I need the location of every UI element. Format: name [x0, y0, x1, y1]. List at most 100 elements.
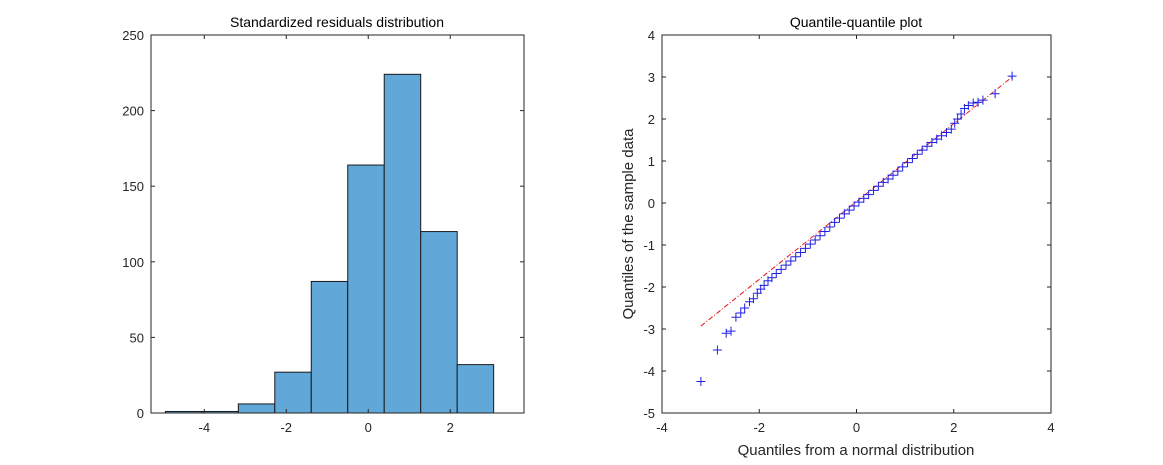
qq-point: [1007, 71, 1017, 81]
qq-point: [968, 98, 978, 108]
histogram-bars: [164, 73, 495, 414]
y-tick-label: 50: [130, 330, 144, 345]
qq-point: [990, 89, 1000, 99]
y-tick-label: 100: [122, 255, 144, 270]
y-tick-label: 2: [648, 112, 655, 127]
qq-point: [736, 308, 746, 318]
histogram-bar: [274, 371, 312, 414]
qq-point: [781, 260, 791, 270]
qq-point: [805, 239, 815, 249]
x-tick-label: -4: [199, 420, 211, 435]
qq-point: [922, 141, 932, 151]
qq-point: [820, 227, 830, 237]
x-tick-label: -4: [656, 420, 668, 435]
qq-point: [864, 190, 874, 200]
qq-point: [927, 138, 937, 148]
qq-point: [953, 114, 963, 124]
qq-point: [973, 97, 983, 107]
histogram-bar: [456, 364, 495, 414]
qq-point: [903, 158, 913, 168]
qq-point: [893, 166, 903, 176]
qq-point: [859, 193, 869, 203]
y-tick-label: -1: [643, 238, 655, 253]
histogram-bar: [237, 403, 276, 414]
qq-plot-area: [662, 35, 1051, 413]
qq-point: [978, 95, 988, 105]
histogram-title: Standardized residuals distribution: [230, 14, 444, 30]
qq-point: [740, 303, 750, 313]
qq-point: [825, 222, 835, 232]
qq-point: [907, 153, 917, 163]
x-tick-label: 2: [950, 420, 957, 435]
qq-point: [815, 231, 825, 241]
qq-x-ticks: -4 -2 0 2 4: [656, 35, 1055, 435]
y-tick-label: -3: [643, 322, 655, 337]
qq-point: [810, 235, 820, 245]
x-tick-label: 0: [365, 420, 372, 435]
x-tick-label: 4: [1047, 420, 1054, 435]
qq-point: [748, 294, 758, 304]
qq-point: [956, 109, 966, 119]
qq-point: [869, 185, 879, 195]
histogram-x-ticks: -4 -2 0 2: [199, 35, 454, 435]
qq-point: [830, 217, 840, 227]
qq-point: [849, 201, 859, 211]
qq-y-ticks: -5 -4 -3 -2 -1 0 1 2 3 4: [643, 28, 1051, 421]
y-tick-label: 200: [122, 104, 144, 119]
qq-title: Quantile-quantile plot: [790, 14, 922, 30]
qq-point: [776, 264, 786, 274]
qq-point: [767, 273, 777, 283]
qq-point: [696, 377, 706, 386]
y-tick-label: 3: [648, 70, 655, 85]
x-tick-label: -2: [753, 420, 765, 435]
qq-point: [898, 162, 908, 172]
qq-point: [800, 243, 810, 253]
qq-point: [873, 181, 883, 191]
qq-point: [839, 209, 849, 219]
histogram-bar: [383, 73, 422, 414]
qq-point: [771, 269, 781, 279]
qq-point: [834, 213, 844, 223]
qq-point: [963, 101, 973, 111]
qq-point: [932, 134, 942, 144]
x-tick-label: 2: [447, 420, 454, 435]
qq-point: [759, 280, 769, 290]
y-tick-label: 1: [648, 154, 655, 169]
qq-point: [917, 145, 927, 155]
y-tick-label: 4: [648, 28, 655, 43]
qq-point: [878, 177, 888, 187]
y-tick-label: -5: [643, 406, 655, 421]
y-tick-label: -4: [643, 364, 655, 379]
qq-point: [786, 256, 796, 266]
qq-point: [854, 197, 864, 207]
qq-point: [937, 131, 947, 141]
qq-point: [731, 312, 741, 322]
y-tick-label: 150: [122, 179, 144, 194]
y-tick-label: 0: [137, 406, 144, 421]
histogram-axes-box: [150, 34, 525, 414]
qq-point: [883, 174, 893, 184]
qq-point: [791, 252, 801, 262]
qq-point: [946, 124, 956, 134]
x-tick-label: 0: [853, 420, 860, 435]
x-tick-label: -2: [280, 420, 292, 435]
qq-points: [696, 71, 1017, 386]
qq-point: [796, 248, 806, 258]
y-tick-label: -2: [643, 280, 655, 295]
qq-y-axis-label: Quantiles of the sample data: [620, 128, 637, 320]
qq-point: [912, 149, 922, 159]
y-tick-label: 0: [648, 196, 655, 211]
qq-point: [726, 326, 736, 336]
histogram-axes: -4 -2 0 2 0 50 100 150 200 250 Standardized resi…: [122, 14, 525, 435]
qq-point: [844, 205, 854, 215]
y-tick-label: 250: [122, 28, 144, 43]
qq-point: [712, 345, 722, 355]
qq-point: [941, 127, 951, 137]
histogram-bar: [420, 231, 458, 414]
qq-point: [721, 328, 731, 338]
qq-x-axis-label: Quantiles from a normal distribution: [738, 442, 975, 459]
histogram-bar: [347, 164, 385, 414]
histogram-y-ticks: 0 50 100 150 200 250: [122, 28, 524, 421]
